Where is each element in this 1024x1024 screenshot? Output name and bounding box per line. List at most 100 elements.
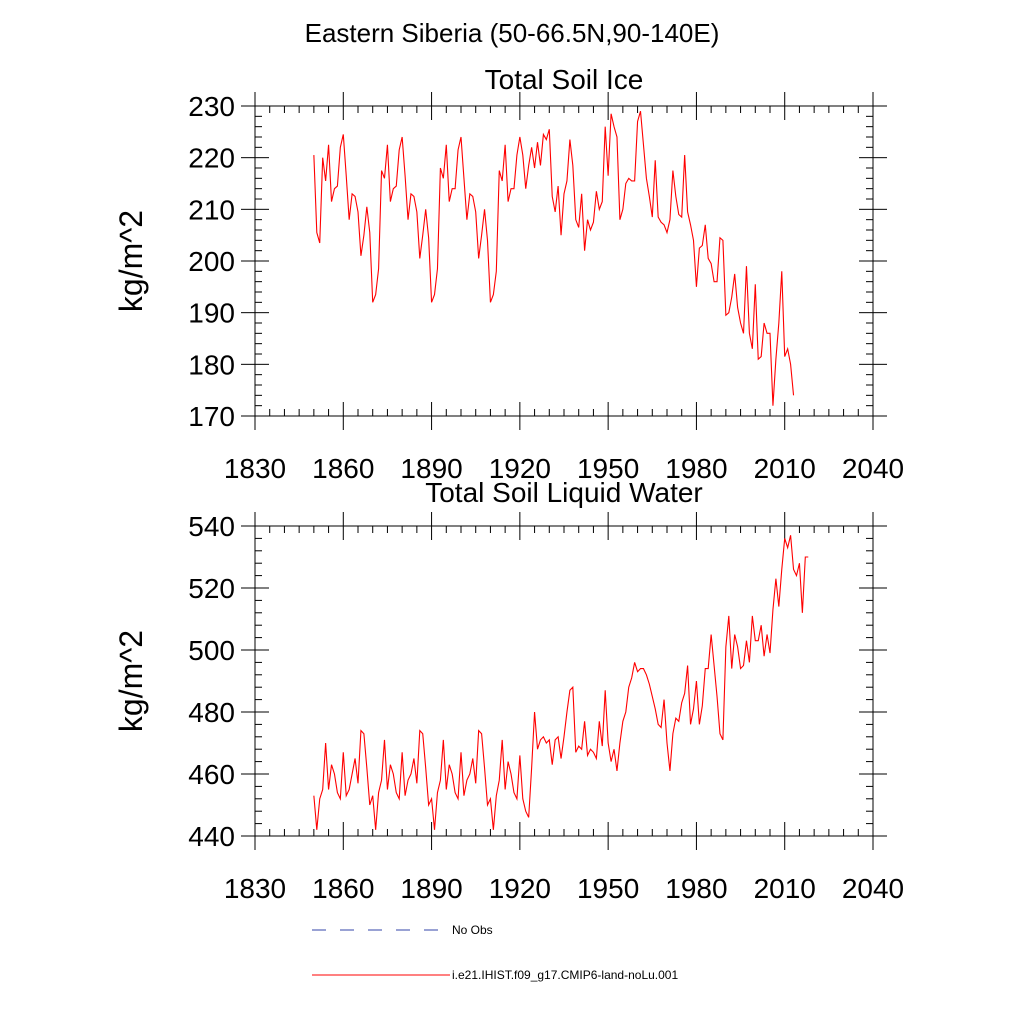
data-point xyxy=(566,712,567,713)
chart-title-ice: Total Soil Ice xyxy=(485,64,644,95)
data-point xyxy=(684,693,685,694)
y-tick-label: 230 xyxy=(188,91,235,122)
data-point xyxy=(534,712,535,713)
data-point xyxy=(549,129,550,130)
data-point xyxy=(484,767,485,768)
legend-obs-label: No Obs xyxy=(452,923,493,937)
data-point xyxy=(358,211,359,212)
data-point xyxy=(587,219,588,220)
x-tick-label: 1830 xyxy=(224,453,286,484)
data-point xyxy=(387,789,388,790)
data-point xyxy=(596,758,597,759)
data-point xyxy=(775,578,776,579)
data-point xyxy=(384,739,385,740)
data-point xyxy=(699,248,700,249)
data-point xyxy=(443,178,444,179)
data-point xyxy=(672,170,673,171)
data-point xyxy=(481,235,482,236)
data-point xyxy=(793,569,794,570)
data-point xyxy=(749,662,750,663)
data-point xyxy=(378,792,379,793)
y-tick-label: 460 xyxy=(188,759,235,790)
data-point xyxy=(805,557,806,558)
x-tick-label: 2010 xyxy=(754,453,816,484)
data-point xyxy=(628,178,629,179)
data-point xyxy=(778,323,779,324)
y-tick-label: 180 xyxy=(188,349,235,380)
x-tick-label: 1980 xyxy=(665,453,727,484)
data-point xyxy=(381,780,382,781)
data-point xyxy=(334,188,335,189)
data-point xyxy=(681,217,682,218)
data-point xyxy=(637,121,638,122)
data-point xyxy=(640,668,641,669)
data-point xyxy=(360,730,361,731)
data-point xyxy=(325,180,326,181)
data-point xyxy=(619,743,620,744)
data-point xyxy=(319,242,320,243)
data-point xyxy=(381,170,382,171)
data-point xyxy=(625,183,626,184)
data-point xyxy=(358,783,359,784)
data-point xyxy=(502,739,503,740)
data-point xyxy=(722,240,723,241)
data-point xyxy=(431,798,432,799)
data-point xyxy=(752,615,753,616)
data-point xyxy=(455,188,456,189)
data-point xyxy=(363,235,364,236)
data-point xyxy=(658,217,659,218)
data-point xyxy=(784,538,785,539)
y-tick-label: 210 xyxy=(188,194,235,225)
x-tick-label: 1830 xyxy=(224,873,286,904)
data-point xyxy=(616,137,617,138)
data-point xyxy=(463,178,464,179)
data-point xyxy=(749,333,750,334)
data-point xyxy=(490,302,491,303)
data-point xyxy=(422,235,423,236)
data-point xyxy=(546,139,547,140)
data-point xyxy=(355,758,356,759)
data-point xyxy=(472,196,473,197)
data-point xyxy=(363,733,364,734)
data-point xyxy=(584,250,585,251)
data-point xyxy=(549,739,550,740)
data-point xyxy=(714,665,715,666)
data-point xyxy=(519,137,520,138)
chart-soil-liquid-water: Total Soil Liquid Water kg/m^2 1830 1860 189… xyxy=(113,477,904,904)
data-point xyxy=(511,774,512,775)
data-point xyxy=(631,180,632,181)
data-point xyxy=(543,134,544,135)
data-point xyxy=(393,774,394,775)
data-point xyxy=(587,755,588,756)
data-point xyxy=(631,677,632,678)
data-point xyxy=(719,733,720,734)
data-point xyxy=(431,302,432,303)
data-point xyxy=(455,792,456,793)
data-point xyxy=(661,222,662,223)
x-tick-label: 2010 xyxy=(754,873,816,904)
data-point xyxy=(711,263,712,264)
data-point xyxy=(605,690,606,691)
data-point xyxy=(416,783,417,784)
data-point xyxy=(687,665,688,666)
data-point xyxy=(737,307,738,308)
data-point xyxy=(402,752,403,753)
data-point xyxy=(781,569,782,570)
data-point xyxy=(552,196,553,197)
data-point xyxy=(784,356,785,357)
data-point xyxy=(802,612,803,613)
data-point xyxy=(767,634,768,635)
data-point xyxy=(322,789,323,790)
data-point xyxy=(513,792,514,793)
data-point xyxy=(728,312,729,313)
data-point xyxy=(608,743,609,744)
data-point xyxy=(540,165,541,166)
data-point xyxy=(761,625,762,626)
data-point xyxy=(352,774,353,775)
data-point xyxy=(740,668,741,669)
data-point xyxy=(552,764,553,765)
data-point xyxy=(519,755,520,756)
data-point xyxy=(619,219,620,220)
x-tick-label: 1950 xyxy=(577,873,639,904)
